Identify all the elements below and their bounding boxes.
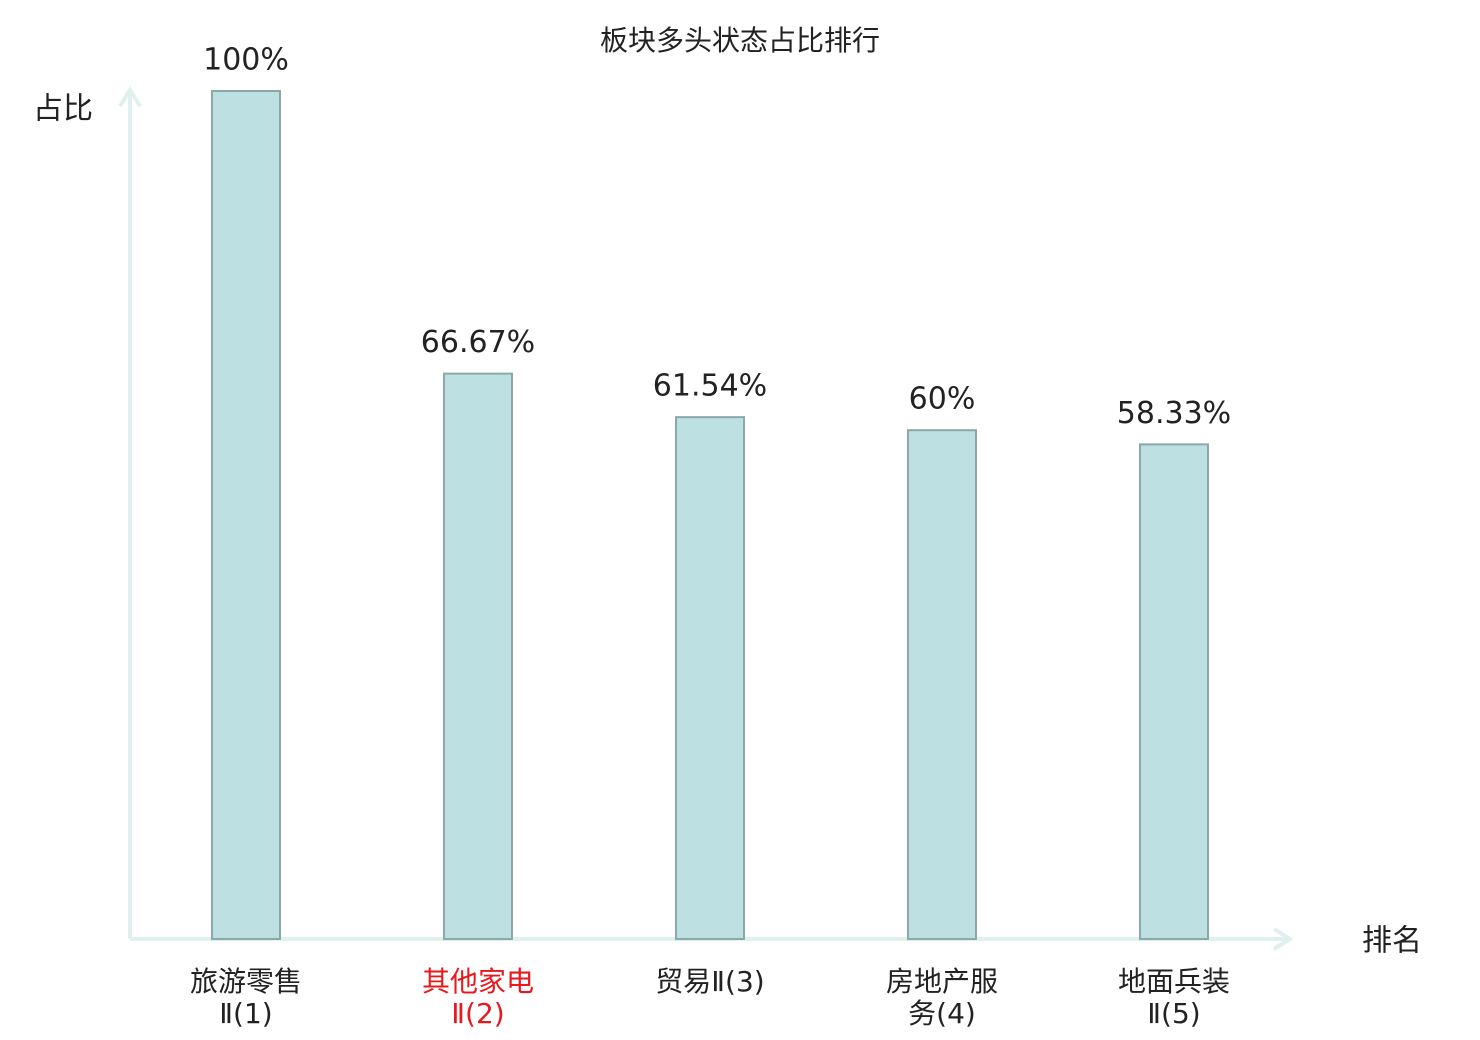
value-label: 100% [203, 43, 289, 78]
bar [443, 372, 513, 940]
value-label: 61.54% [653, 369, 767, 404]
x-tick-label: 其他家电Ⅱ(2) [421, 965, 534, 1030]
value-label: 60% [909, 382, 976, 417]
value-label: 58.33% [1117, 396, 1231, 431]
x-tick-label: 地面兵装Ⅱ(5) [1117, 965, 1230, 1030]
y-axis-arrow [118, 86, 142, 108]
x-tick-label: 房地产服务(4) [885, 965, 998, 1030]
x-axis-label: 排名 [1362, 924, 1422, 959]
bar [1139, 443, 1209, 940]
value-label: 66.67% [421, 325, 535, 360]
x-axis-arrow [1272, 927, 1294, 951]
x-tick-label: 旅游零售Ⅱ(1) [189, 965, 302, 1030]
y-axis-label: 占比 [33, 92, 93, 127]
x-tick-label: 贸易Ⅱ(3) [655, 965, 765, 998]
bar [211, 90, 281, 940]
bar [907, 429, 977, 940]
bar [675, 416, 745, 940]
chart-title: 板块多头状态占比排行 [600, 24, 880, 57]
